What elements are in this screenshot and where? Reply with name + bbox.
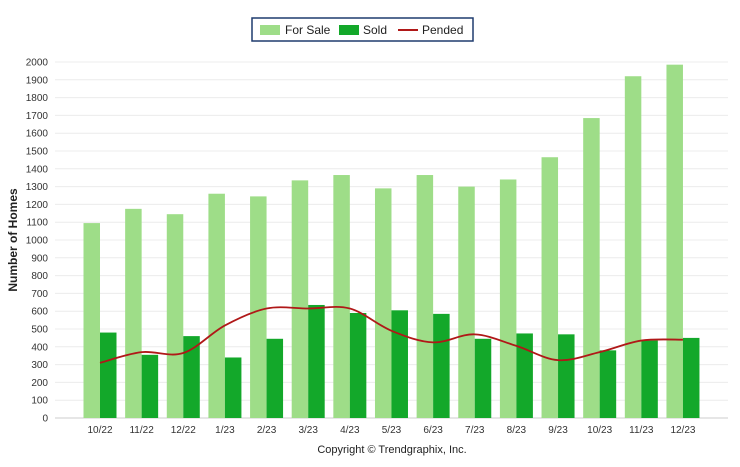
bar-for-sale [499,179,517,418]
x-tick-label: 4/23 [340,425,360,436]
y-tick-label: 700 [31,289,48,300]
bar-sold [266,338,284,418]
y-axis-title: Number of Homes [6,188,20,292]
pended-line-group [99,306,683,364]
x-tick-label: 10/23 [587,425,612,436]
pended-line [99,306,683,364]
x-axis: 10/22 11/22 12/22 1/23 2/23 3/23 4/23 5/23 6/23 7… [87,425,695,436]
bar-for-sale [208,193,225,418]
y-tick-label: 1300 [26,182,49,193]
bar-sold [599,350,617,418]
x-tick-label: 8/23 [507,425,527,436]
y-axis: 0 100 200 300 400 500 600 700 800 900 1000 1100 1200… [26,58,49,425]
y-tick-label: 1100 [26,218,48,229]
y-tick-label: 1800 [26,93,49,104]
bar-for-sale [125,208,142,418]
x-tick-label: 11/23 [629,425,654,436]
legend-swatch-sold [339,25,359,35]
y-tick-label: 2000 [26,58,49,69]
bar-for-sale [583,118,600,418]
y-tick-label: 1600 [26,129,49,140]
y-tick-label: 1700 [26,111,49,122]
bar-sold [349,312,367,418]
bar-for-sale [624,76,642,419]
bar-sold [682,337,700,418]
y-tick-label: 1000 [26,236,49,247]
bar-sold [641,340,658,418]
y-tick-label: 100 [31,396,48,407]
bar-for-sale [374,188,392,418]
bars [83,64,700,419]
bar-for-sale [83,223,100,418]
bar-for-sale [416,175,434,418]
bar-for-sale [458,186,475,418]
x-tick-label: 7/23 [465,425,485,436]
y-tick-label: 800 [31,271,48,282]
y-tick-label: 400 [31,342,48,353]
x-tick-label: 9/23 [548,425,568,436]
bar-sold [183,336,200,418]
bar-sold [100,332,117,418]
y-tick-label: 1500 [26,147,49,158]
x-tick-label: 2/23 [257,425,277,436]
x-tick-label: 12/23 [670,425,695,436]
y-tick-label: 300 [31,360,48,371]
bar-sold [141,354,159,418]
bar-for-sale [666,64,683,419]
bar-for-sale [333,175,350,418]
legend-swatch-for-sale [260,25,280,35]
legend: For Sale Sold Pended [251,17,474,42]
legend-label-pended: Pended [422,23,463,37]
x-tick-label: 10/22 [87,425,112,436]
y-tick-label: 500 [31,325,48,336]
x-tick-label: 3/23 [298,425,318,436]
copyright: Copyright © Trendgraphix, Inc. [317,444,466,456]
bar-sold [224,357,242,418]
bar-sold [308,304,325,418]
bar-sold [433,313,450,418]
x-tick-label: 6/23 [423,425,443,436]
y-tick-label: 200 [31,378,48,389]
x-tick-label: 11/22 [129,425,154,436]
y-tick-label: 600 [31,307,48,318]
x-tick-label: 1/23 [215,425,235,436]
bar-for-sale [291,180,309,418]
x-tick-label: 12/22 [171,425,196,436]
y-tick-label: 1900 [26,75,49,86]
bar-for-sale [250,196,267,418]
bar-sold [474,338,492,418]
y-tick-label: 1200 [26,200,49,211]
x-tick-label: 5/23 [382,425,402,436]
y-tick-label: 0 [42,414,48,425]
bar-for-sale [541,157,559,419]
y-tick-label: 1400 [26,164,49,175]
bar-sold [391,310,408,418]
y-tick-label: 900 [31,253,48,264]
legend-box [251,17,474,42]
bar-sold [516,333,533,418]
bar-for-sale [166,214,184,418]
legend-label-for-sale: For Sale [285,23,331,37]
bar-sold [558,334,575,418]
legend-label-sold: Sold [363,23,387,37]
